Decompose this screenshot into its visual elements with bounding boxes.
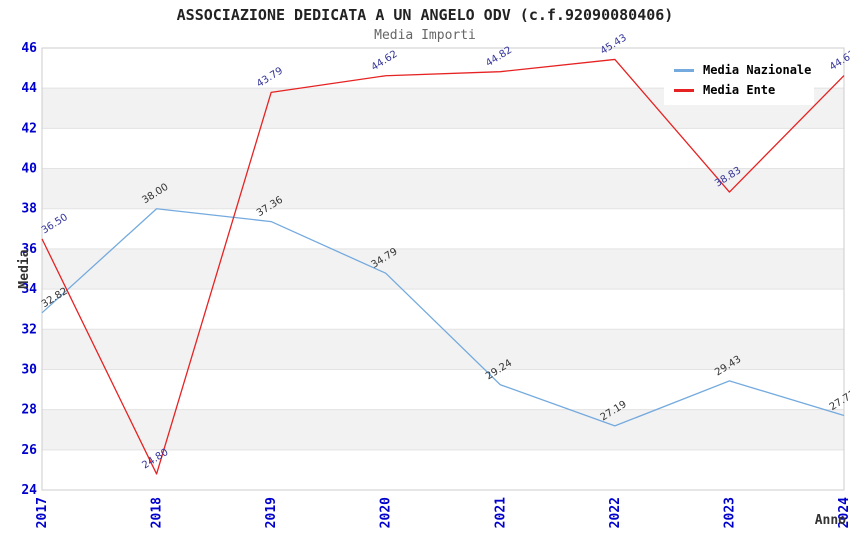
x-tick-label: 2017 [35,497,50,528]
plot-border [41,47,845,491]
grid-band [42,329,844,370]
y-tick-label: 28 [21,403,37,418]
data-label-media-ente: 36.50 [40,212,70,237]
x-tick-label: 2018 [150,497,165,528]
data-label-media-nazionale: 27.71 [828,389,850,414]
legend-swatch-media-nazionale-icon [674,68,694,72]
x-tick-label: 2022 [608,497,623,528]
legend: Media Nazionale Media Ente [666,56,819,104]
legend-background [664,53,814,105]
y-tick-label: 44 [21,81,37,96]
x-tick-label: 2023 [722,497,737,528]
y-tick-label: 46 [21,41,37,56]
x-tick-label: 2024 [837,497,850,528]
x-tick-label: 2020 [379,497,394,528]
y-tick-label: 42 [21,121,37,136]
y-tick-label: 30 [21,362,37,377]
grid-band [42,248,844,290]
legend-item-media-ente: Media Ente [674,80,811,100]
legend-label-media-nazionale: Media Nazionale [703,63,812,77]
series-line-media-ente [41,58,845,475]
y-tick-label: 36 [21,242,37,257]
grid-band [42,168,844,209]
legend-item-media-nazionale: Media Nazionale [674,60,811,80]
y-tick-label: 38 [21,202,37,217]
y-tick-label: 32 [21,322,37,337]
grid-band [42,409,844,450]
x-axis-title: Anno [815,513,846,528]
y-tick-label: 24 [21,483,37,498]
y-tick-label: 34 [21,282,37,297]
chart-title: ASSOCIAZIONE DEDICATA A UN ANGELO ODV (c… [176,6,674,24]
data-label-media-ente: 43.79 [255,65,285,90]
series-line-media-nazionale [41,208,845,427]
x-tick-label: 2019 [264,497,279,528]
legend-swatch-media-ente-icon [674,88,694,92]
data-label-media-ente: 44.62 [369,49,399,74]
y-tick-label: 40 [21,162,37,177]
legend-label-media-ente: Media Ente [703,83,776,97]
y-tick-label: 26 [21,443,37,458]
y-axis-title: Media [17,249,32,288]
data-label-media-ente: 44.63 [828,49,850,74]
x-tick-label: 2021 [493,497,508,528]
chart-subtitle: Media Importi [374,28,476,43]
